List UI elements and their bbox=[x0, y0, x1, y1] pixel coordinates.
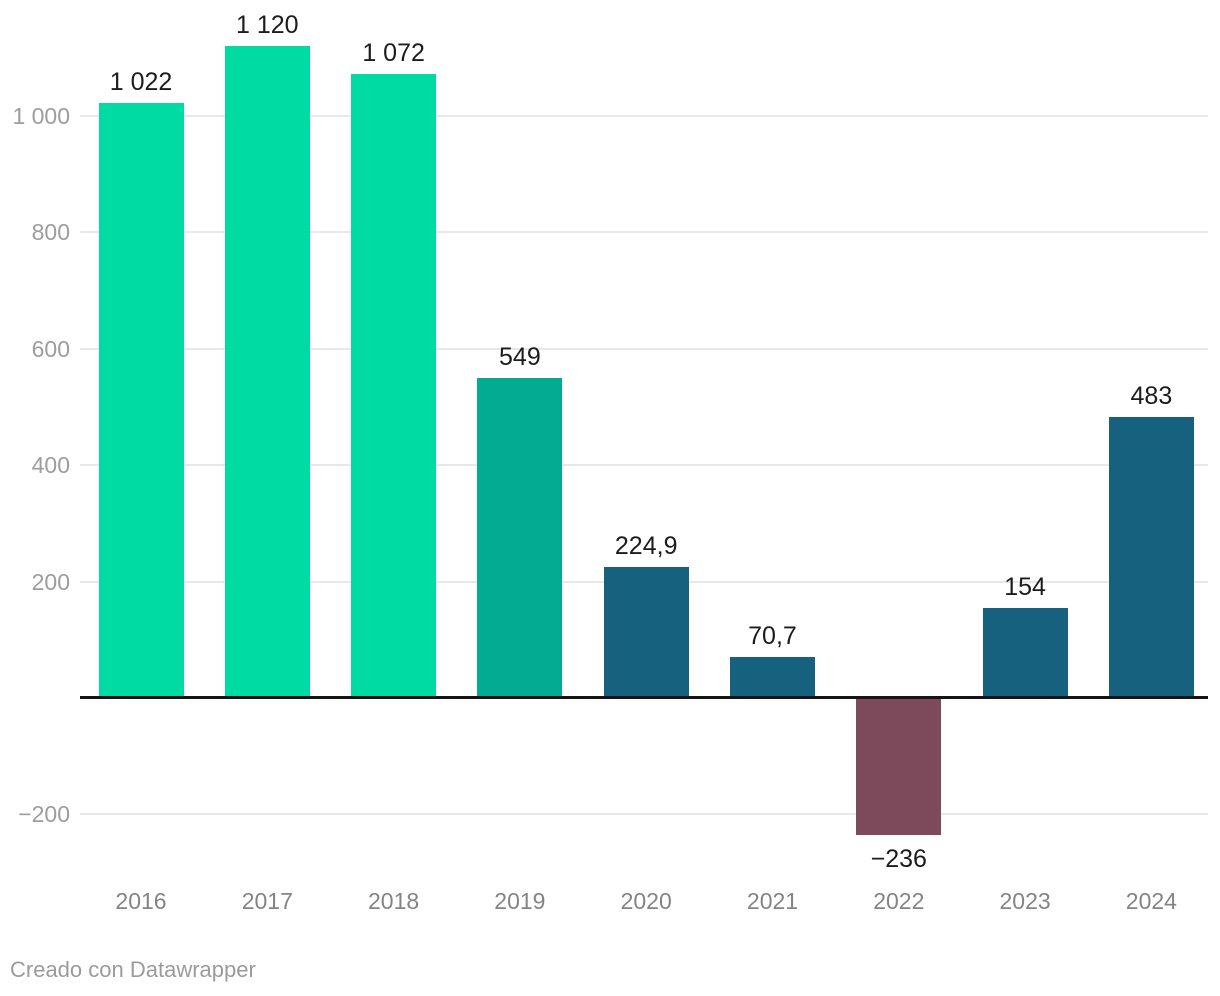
bar-value-label: 70,7 bbox=[748, 621, 797, 650]
x-axis-label-2017: 2017 bbox=[241, 888, 293, 914]
x-axis-label-2022: 2022 bbox=[873, 888, 925, 914]
bar-2018 bbox=[351, 74, 437, 698]
bar-2023 bbox=[982, 608, 1068, 698]
y-axis-tick-label: 800 bbox=[31, 219, 70, 246]
bar-2022 bbox=[856, 698, 942, 836]
bar-value-label: 154 bbox=[1004, 573, 1046, 602]
bar-2021 bbox=[730, 656, 815, 698]
bar-value-label: 1 120 bbox=[236, 11, 299, 40]
bar-value-label: 1 072 bbox=[362, 39, 425, 68]
x-axis-label-2020: 2020 bbox=[620, 888, 672, 914]
bar-2019 bbox=[477, 378, 563, 698]
bar-2017 bbox=[224, 46, 310, 698]
x-axis-label-2018: 2018 bbox=[368, 888, 420, 914]
x-axis-label-2019: 2019 bbox=[494, 888, 546, 914]
gridline bbox=[80, 464, 1208, 467]
bar-2024 bbox=[1108, 416, 1194, 698]
x-axis-label-2023: 2023 bbox=[999, 888, 1051, 914]
gridline bbox=[80, 347, 1208, 350]
gridline bbox=[80, 231, 1208, 234]
y-axis-tick-label: 200 bbox=[31, 568, 70, 595]
bar-value-label: 549 bbox=[499, 343, 541, 372]
y-axis-tick-label: 600 bbox=[31, 335, 70, 362]
x-axis-label-2016: 2016 bbox=[115, 888, 167, 914]
x-axis-label-2024: 2024 bbox=[1125, 888, 1177, 914]
bar-value-label: 483 bbox=[1130, 381, 1173, 410]
bar-value-label: 224,9 bbox=[614, 532, 678, 561]
gridline bbox=[80, 115, 1208, 117]
y-axis-tick-label: −200 bbox=[18, 801, 70, 828]
x-axis-label-2021: 2021 bbox=[746, 888, 799, 914]
x-axis-zero-line bbox=[80, 696, 1208, 699]
bar-2016 bbox=[98, 103, 184, 698]
bar-value-label: 1 022 bbox=[109, 68, 173, 97]
y-axis-tick-label: 400 bbox=[31, 452, 70, 479]
bar-value-label: −236 bbox=[870, 845, 927, 874]
gridline bbox=[80, 813, 1208, 816]
y-axis-tick-label: 1 000 bbox=[12, 103, 70, 129]
datawrapper-credit-link[interactable]: Creado con Datawrapper bbox=[10, 957, 256, 982]
bar-2020 bbox=[603, 567, 689, 698]
